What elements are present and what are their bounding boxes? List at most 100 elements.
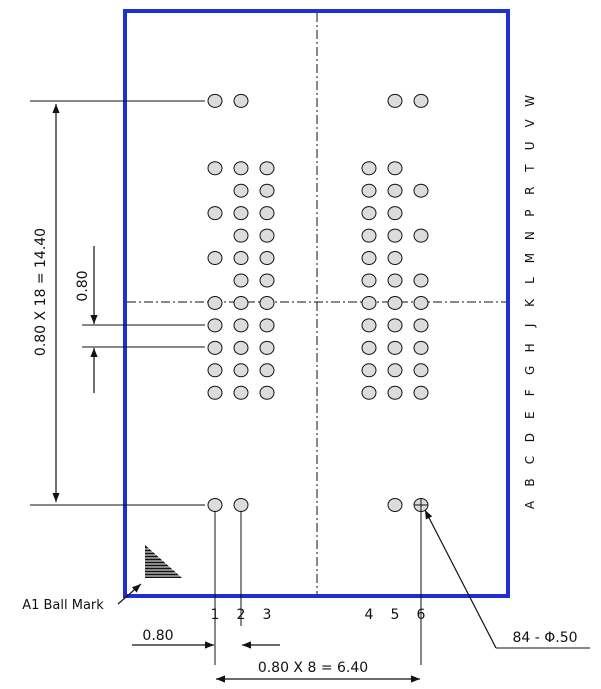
- ball-N5: [387, 228, 403, 243]
- col-pitch-label: 0.80 X 8 = 6.40: [258, 660, 368, 676]
- ball-W5: [387, 93, 403, 108]
- ball-W1: [207, 93, 223, 108]
- ball-A5: [387, 498, 403, 512]
- ball-W2: [233, 93, 249, 108]
- ball-G5: [387, 363, 403, 378]
- ball-J5: [387, 318, 403, 333]
- row-label: L: [523, 277, 537, 284]
- ball-M5: [387, 251, 403, 266]
- ball-T1: [207, 161, 223, 176]
- row-label: D: [523, 433, 537, 442]
- ball-F5: [387, 385, 403, 400]
- ball-L4: [361, 273, 377, 288]
- column-label: 4: [365, 607, 374, 623]
- ball-G1: [207, 363, 223, 378]
- row-label: T: [523, 164, 537, 173]
- ball-L2: [233, 273, 249, 288]
- ball-H5: [387, 340, 403, 355]
- ball-K1: [207, 295, 223, 310]
- ball-F4: [361, 385, 377, 400]
- ball-F3: [259, 385, 275, 400]
- ball-R4: [361, 183, 377, 198]
- row-label: M: [523, 253, 537, 263]
- row-label: F: [523, 389, 537, 396]
- a1-ball-mark: A1 Ball Mark: [22, 545, 182, 613]
- ball-K3: [259, 295, 275, 310]
- row-label: W: [523, 95, 537, 107]
- ball-G3: [259, 363, 275, 378]
- ball-T2: [233, 161, 249, 176]
- row-label: C: [523, 456, 537, 464]
- ball-M2: [233, 251, 249, 266]
- ball-N4: [361, 228, 377, 243]
- ball-A1: [207, 498, 223, 512]
- a1-mark-label: A1 Ball Mark: [22, 598, 104, 613]
- ball-A2: [233, 498, 249, 512]
- ball-spec-label: 84 - Φ.50: [512, 630, 577, 646]
- ball-J1: [207, 318, 223, 333]
- ball-K5: [387, 295, 403, 310]
- row-label: E: [523, 411, 537, 419]
- ball-L5: [387, 273, 403, 288]
- ball-M1: [207, 251, 223, 266]
- ball-G2: [233, 363, 249, 378]
- row-labels: A B C D E F G H J K L M N P R T U V W: [523, 95, 537, 509]
- ball-N6: [413, 228, 429, 243]
- ball-H1: [207, 340, 223, 355]
- ball-grid: [207, 93, 429, 512]
- ball-L3: [259, 273, 275, 288]
- row-pitch-dimension: 0.80 X 18 = 14.40: [30, 100, 205, 506]
- ball-J6: [413, 318, 429, 333]
- ball-W6: [413, 93, 429, 108]
- horizontal-pitch-label: 0.80: [142, 628, 173, 644]
- ball-spec-callout: 84 - Φ.50: [424, 509, 590, 649]
- ball-H4: [361, 340, 377, 355]
- row-label: A: [523, 500, 537, 509]
- column-label: 5: [391, 607, 400, 623]
- row-label: P: [523, 210, 537, 217]
- ball-H6: [413, 340, 429, 355]
- ball-P1: [207, 206, 223, 221]
- ball-M4: [361, 251, 377, 266]
- ball-T5: [387, 161, 403, 176]
- ball-H2: [233, 340, 249, 355]
- row-label: B: [523, 478, 537, 486]
- ball-R3: [259, 183, 275, 198]
- vertical-pitch-label: 0.80: [75, 270, 91, 301]
- row-label: J: [523, 324, 537, 329]
- ball-P2: [233, 206, 249, 221]
- ball-G4: [361, 363, 377, 378]
- row-label: K: [523, 298, 537, 307]
- ball-T4: [361, 161, 377, 176]
- ball-R6: [413, 183, 429, 198]
- ball-N2: [233, 228, 249, 243]
- ball-K2: [233, 295, 249, 310]
- horizontal-pitch-dimension: 0.80: [132, 512, 280, 665]
- ball-F2: [233, 385, 249, 400]
- row-label: R: [523, 187, 537, 195]
- ball-F6: [413, 385, 429, 400]
- row-label: H: [523, 343, 537, 352]
- ball-J4: [361, 318, 377, 333]
- vertical-pitch-dimension: 0.80: [75, 246, 205, 393]
- ball-R2: [233, 183, 249, 198]
- ball-N3: [259, 228, 275, 243]
- ball-J3: [259, 318, 275, 333]
- column-label: 3: [263, 607, 272, 623]
- ball-F1: [207, 385, 223, 400]
- ball-G6: [413, 363, 429, 378]
- ball-K6: [413, 295, 429, 310]
- ball-J2: [233, 318, 249, 333]
- row-pitch-label: 0.80 X 18 = 14.40: [33, 228, 49, 356]
- ball-P5: [387, 206, 403, 221]
- ball-P4: [361, 206, 377, 221]
- row-label: V: [523, 118, 537, 127]
- row-label: U: [523, 141, 537, 150]
- row-label: G: [523, 366, 537, 375]
- row-label: N: [523, 231, 537, 240]
- ball-K4: [361, 295, 377, 310]
- ball-P3: [259, 206, 275, 221]
- ball-T3: [259, 161, 275, 176]
